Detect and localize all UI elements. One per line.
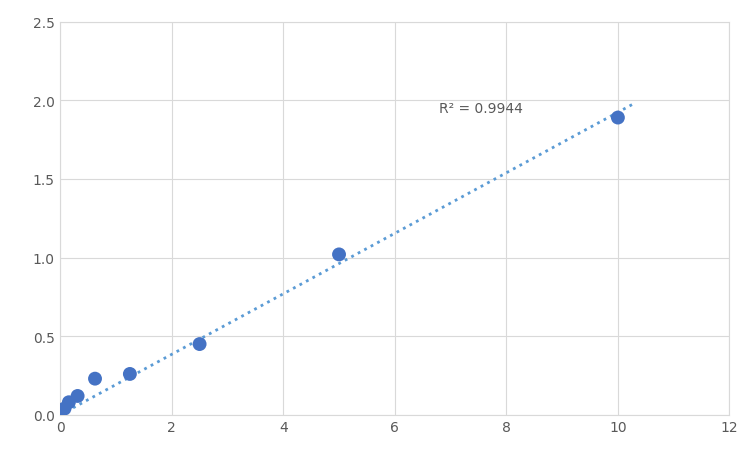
Point xyxy=(54,411,66,419)
Point xyxy=(59,405,71,412)
Point xyxy=(89,375,101,382)
Text: R² = 0.9944: R² = 0.9944 xyxy=(439,102,523,116)
Point xyxy=(124,371,136,378)
Point xyxy=(71,392,83,400)
Point xyxy=(63,399,75,406)
Point xyxy=(193,341,205,348)
Point xyxy=(333,251,345,258)
Point xyxy=(612,115,624,122)
